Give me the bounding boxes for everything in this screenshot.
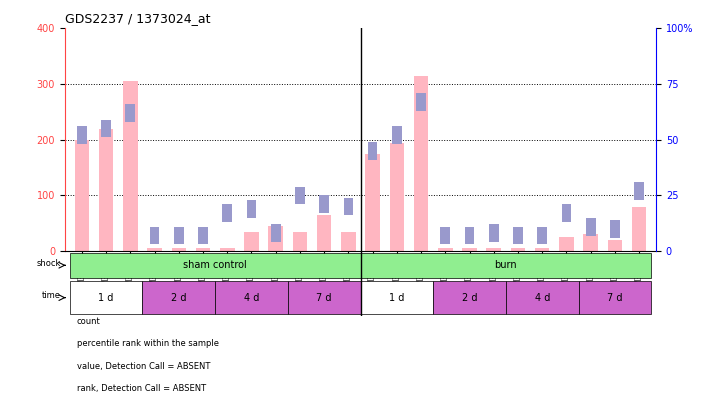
Bar bbox=[360, 281, 433, 314]
Text: 2 d: 2 d bbox=[171, 293, 187, 303]
Text: 7 d: 7 d bbox=[607, 293, 623, 303]
Bar bbox=[99, 129, 113, 251]
Bar bbox=[433, 281, 506, 314]
Text: GDS2237 / 1373024_at: GDS2237 / 1373024_at bbox=[65, 12, 211, 25]
Bar bbox=[416, 93, 426, 111]
Bar bbox=[462, 248, 477, 251]
Bar bbox=[247, 200, 256, 218]
Text: count: count bbox=[77, 317, 101, 326]
Text: percentile rank within the sample: percentile rank within the sample bbox=[77, 339, 219, 348]
Text: 4 d: 4 d bbox=[244, 293, 259, 303]
Bar bbox=[586, 218, 596, 236]
Bar bbox=[123, 81, 138, 251]
Bar bbox=[537, 227, 547, 244]
Bar bbox=[559, 237, 574, 251]
Bar bbox=[343, 198, 353, 215]
Bar bbox=[150, 227, 159, 244]
Text: rank, Detection Call = ABSENT: rank, Detection Call = ABSENT bbox=[77, 384, 206, 393]
Bar bbox=[487, 248, 501, 251]
Bar bbox=[510, 248, 526, 251]
Bar bbox=[195, 248, 211, 251]
Text: value, Detection Call = ABSENT: value, Detection Call = ABSENT bbox=[77, 362, 211, 371]
Bar bbox=[562, 204, 571, 222]
Bar bbox=[392, 126, 402, 144]
Bar bbox=[578, 281, 651, 314]
Bar bbox=[441, 227, 450, 244]
Bar bbox=[389, 143, 404, 251]
Bar bbox=[147, 248, 162, 251]
Bar bbox=[506, 281, 578, 314]
Bar bbox=[360, 253, 651, 278]
Text: time: time bbox=[43, 291, 61, 301]
Text: 7 d: 7 d bbox=[317, 293, 332, 303]
Text: 2 d: 2 d bbox=[461, 293, 477, 303]
Bar bbox=[222, 204, 232, 222]
Text: 1 d: 1 d bbox=[98, 293, 114, 303]
Bar bbox=[632, 207, 647, 251]
Bar bbox=[271, 224, 280, 242]
Bar bbox=[535, 248, 549, 251]
Bar bbox=[366, 153, 380, 251]
Bar bbox=[220, 248, 234, 251]
Bar bbox=[295, 186, 305, 204]
Bar bbox=[143, 281, 215, 314]
Bar bbox=[513, 227, 523, 244]
Bar bbox=[101, 119, 111, 137]
Bar bbox=[368, 142, 378, 160]
Text: 1 d: 1 d bbox=[389, 293, 404, 303]
Bar bbox=[489, 224, 499, 242]
Bar bbox=[74, 140, 89, 251]
Bar bbox=[198, 227, 208, 244]
Text: sham control: sham control bbox=[183, 260, 247, 270]
Bar bbox=[288, 281, 360, 314]
Bar bbox=[172, 248, 186, 251]
Bar bbox=[634, 182, 644, 200]
Text: burn: burn bbox=[495, 260, 517, 270]
Bar bbox=[438, 248, 453, 251]
Bar bbox=[77, 126, 87, 144]
Bar bbox=[414, 76, 428, 251]
Bar bbox=[70, 281, 143, 314]
Bar bbox=[583, 234, 598, 251]
Bar bbox=[174, 227, 184, 244]
Bar bbox=[70, 253, 361, 278]
Bar bbox=[244, 232, 259, 251]
Bar bbox=[610, 220, 620, 238]
Bar bbox=[341, 232, 355, 251]
Bar bbox=[608, 240, 622, 251]
Bar bbox=[293, 232, 307, 251]
Text: shock: shock bbox=[37, 259, 61, 269]
Bar bbox=[319, 196, 329, 213]
Text: 4 d: 4 d bbox=[534, 293, 550, 303]
Bar bbox=[465, 227, 474, 244]
Bar bbox=[125, 104, 135, 122]
Bar bbox=[268, 226, 283, 251]
Bar bbox=[317, 215, 332, 251]
Bar bbox=[215, 281, 288, 314]
